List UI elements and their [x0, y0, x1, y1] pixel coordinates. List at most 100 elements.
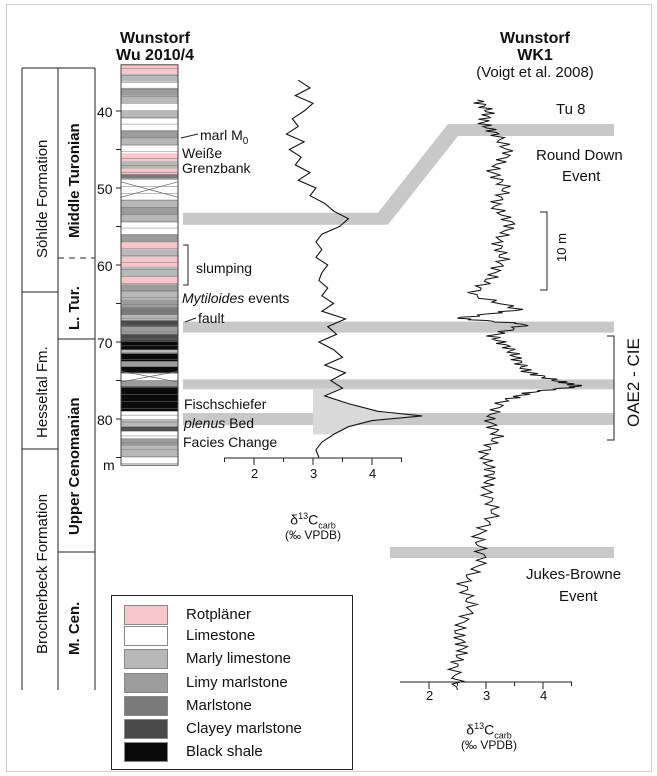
lithology-bed [121, 326, 178, 335]
annotation-grenzbank: Grenzbank [182, 160, 251, 176]
annotation-slumping: slumping [196, 260, 253, 276]
correlation-band [390, 547, 614, 558]
correlation-band [183, 321, 614, 333]
lithology-bed [121, 386, 178, 412]
lithology-bed [121, 111, 178, 119]
stage-middle-turonian: Middle Turonian [66, 123, 83, 238]
right-column-citation: (Voigt et al. 2008) [476, 64, 594, 81]
lithology-bed [121, 438, 178, 447]
right-column-title: Wunstorf [500, 30, 570, 47]
lithology-bed [121, 145, 178, 154]
label-oae2-cie: OAE2 - CIE [624, 338, 643, 427]
x-axis-title-left: δ13Ccarb [290, 511, 336, 531]
lithology-bed [121, 95, 178, 104]
annotation-marl: marl M0 [200, 127, 249, 147]
annotation-weisse: Weiße [182, 145, 223, 161]
lithology-bed [121, 366, 178, 374]
lithology-bed [121, 431, 178, 439]
x-tick-left-4: 4 [369, 466, 377, 481]
correlation-band [183, 212, 383, 225]
depth-tick-60: 60 [97, 258, 113, 274]
lithology-bed [121, 87, 178, 96]
depth-tick-70: 70 [97, 335, 113, 351]
depth-unit-m: m [103, 457, 115, 473]
scale-bar [540, 211, 548, 291]
x-axis-unit-left: (‰ VPDB) [284, 528, 341, 542]
plenus-fill [313, 388, 423, 435]
lithology-bed [121, 445, 178, 458]
legend-label: Marly limestone [186, 650, 292, 667]
formation-brochterbeck: Brochterbeck Formation [34, 493, 51, 654]
x-tick-right-2: 2 [426, 688, 434, 703]
lithology-bed [121, 64, 178, 75]
lithology-bed [121, 214, 178, 223]
legend-label: Limy marlstone [186, 674, 288, 691]
fault-pointer [184, 317, 197, 323]
lithology-bed [121, 361, 178, 367]
lithology-bed [121, 81, 178, 89]
legend-swatch [124, 649, 168, 669]
legend-label: Black shale [186, 743, 263, 760]
lithology-bed [121, 130, 178, 139]
label-jukes-browne-1: Jukes-Browne [526, 566, 622, 583]
depth-tick-40: 40 [97, 104, 113, 120]
legend-label: Rotpläner [186, 606, 252, 623]
label-tu8: Tu 8 [556, 101, 586, 118]
annotation-plenus-bed: plenus Bed [184, 415, 255, 431]
lithology-bed [121, 168, 178, 175]
lithology-bed [121, 103, 178, 112]
legend-swatch [124, 696, 168, 716]
legend-swatch [124, 626, 168, 646]
correlation-band [183, 379, 614, 390]
label-round-down-1: Round Down [536, 147, 623, 164]
legend-swatch [124, 742, 168, 762]
lithology-bed [121, 457, 178, 466]
slumping-bracket [183, 244, 189, 286]
x-tick-left-3: 3 [310, 466, 318, 481]
stage-lower-turonian: L. Tur. [66, 286, 83, 330]
legend-swatch [124, 673, 168, 693]
lithology-bed [121, 234, 178, 243]
legend-swatch [124, 719, 168, 739]
formation-hesseltal: Hesseltal Fm. [34, 346, 51, 438]
lithology-bed [121, 349, 178, 354]
legend-label: Clayey marlstone [186, 720, 302, 737]
legend-label: Limestone [186, 627, 256, 644]
lithology-bed [121, 320, 178, 327]
label-round-down-2: Event [562, 168, 601, 185]
legend-swatch [124, 605, 168, 625]
lithology-bed [121, 353, 178, 362]
lithology-bed [121, 257, 178, 267]
stage-upper-cenomanian: Upper Cenomanian [66, 397, 83, 535]
isotope-curve-left [285, 79, 423, 458]
lithology-bed [121, 284, 178, 293]
lithology-bed [121, 334, 178, 343]
lithology-bed [121, 199, 178, 208]
annotation-fischschiefer: Fischschiefer [184, 396, 267, 412]
annotation-mytiloides: Mytiloides events [182, 290, 290, 306]
x-tick-left-2: 2 [251, 466, 259, 481]
depth-tick-80: 80 [97, 412, 113, 428]
left-column-subtitle: Wu 2010/4 [116, 47, 194, 64]
lithology-bed [121, 207, 178, 216]
lithology-bed [121, 291, 178, 300]
lithology-bed [121, 266, 178, 277]
lithology-bed [121, 419, 178, 427]
x-axis-title-right: δ13Ccarb [466, 721, 512, 741]
label-jukes-browne-2: Event [559, 588, 598, 605]
x-tick-right-4: 4 [540, 688, 548, 703]
right-column-subtitle: WK1 [517, 47, 553, 64]
correlation-band [183, 413, 614, 425]
annotation-fault: fault [198, 310, 225, 326]
lithology-legend: Rotpläner Limestone Marly limestone Limy… [111, 595, 353, 770]
label-scale-10m: 10 m [554, 233, 569, 262]
annotation-facies-change: Facies Change [183, 434, 278, 450]
correlation-band [378, 124, 614, 225]
x-tick-right-3: 3 [483, 688, 491, 703]
lithology-bed [121, 276, 178, 285]
lithology-bed [121, 153, 178, 162]
oae-bracket [607, 335, 615, 441]
lithology-bed [121, 249, 178, 258]
lithology-bed [121, 299, 178, 308]
